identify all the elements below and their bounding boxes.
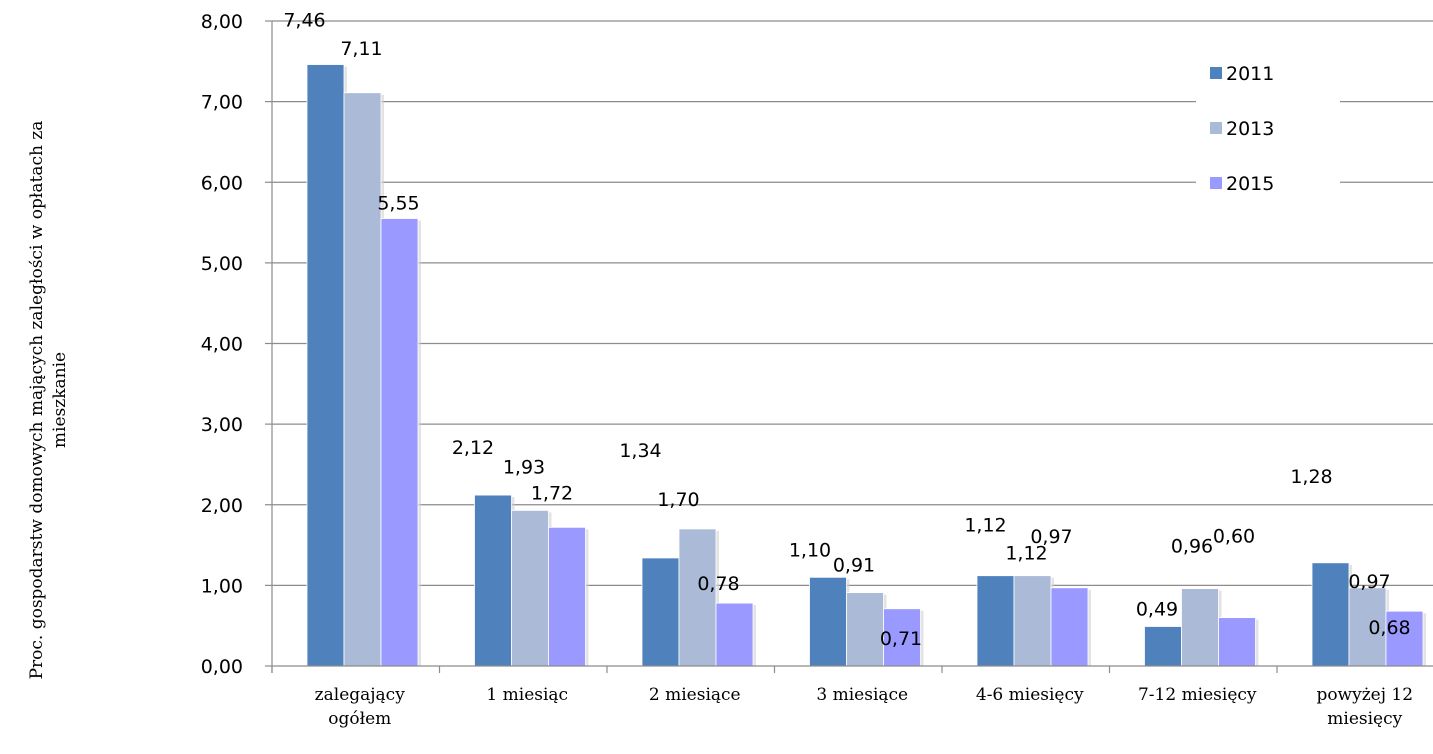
bar-2011 [1311,562,1350,667]
y-tick-label: 6,00 [201,172,243,194]
y-tick-label: 7,00 [201,92,243,114]
category-label: 2 miesiące [649,685,741,705]
data-labels: 7,46 7,11 5,55 2,12 1,93 1,72 1,34 1,70 0,78 1,10… [283,10,1410,650]
data-label: 7,11 [340,38,382,60]
bar-2013 [1181,588,1219,667]
legend-swatch [1210,122,1222,134]
data-label: 1,72 [531,482,573,504]
data-label: 1,12 [1005,543,1047,565]
legend-swatch [1210,67,1222,79]
category-label: 1 miesiąc [486,685,568,705]
category-label: 7-12 miesięcy [1138,685,1257,705]
bar-2013 [343,92,382,667]
legend-label: 2011 [1226,63,1274,85]
y-tick-label: 1,00 [201,575,243,597]
legend-swatch [1210,177,1222,189]
x-axis: zalegający ogółem 1 miesiąc 2 miesiące 3 mie… [271,21,1433,729]
data-label: 1,28 [1290,466,1332,488]
data-label: 0,71 [880,628,922,650]
bar-2011 [1144,626,1182,667]
bar-2015 [548,526,586,667]
data-label: 0,97 [1348,571,1390,593]
data-label: 1,12 [964,515,1006,537]
bar-2013 [511,509,549,667]
legend: 2011 2013 2015 [1196,56,1340,206]
category-label: 4-6 miesięcy [976,685,1084,705]
data-label: 0,97 [1030,526,1072,548]
data-label: 1,70 [657,489,699,511]
data-label: 5,55 [377,193,419,215]
data-label: 0,78 [697,573,739,595]
bars [306,64,1426,667]
y-tick-label: 3,00 [201,414,243,436]
legend-label: 2013 [1226,118,1274,140]
y-axis-label-line: mieszkanie [50,352,70,448]
bar-2013 [678,528,717,667]
bar-2013 [1348,587,1387,667]
bar-2015 [715,602,754,667]
bar-2015 [883,608,921,667]
category-label: powyżej 12 [1316,685,1413,705]
bar-2013 [846,592,884,667]
bar-2015 [380,218,419,667]
y-tick-label: 4,00 [201,334,243,356]
category-label: zalegający [315,685,406,705]
data-label: 1,93 [503,456,545,478]
data-label: 0,68 [1368,617,1410,639]
data-label: 1,34 [619,440,661,462]
bar-2011 [641,557,680,667]
bar-2011 [976,575,1015,667]
y-axis-label: Proc. gospodarstw domowych mających zale… [27,121,70,680]
y-tick-label: 8,00 [201,11,243,33]
data-label: 2,12 [452,437,494,459]
bar-2015 [1218,617,1256,667]
bar-2011 [809,576,847,667]
data-label: 0,60 [1213,526,1255,548]
data-label: 0,96 [1171,536,1213,558]
y-tick-label: 2,00 [201,495,243,517]
legend-label: 2015 [1226,173,1274,195]
y-tick-label: 0,00 [201,656,243,678]
category-label: 3 miesiące [816,685,908,705]
bar-2013 [1013,575,1052,667]
y-tick-label: 5,00 [201,253,243,275]
bar-2011 [306,64,345,667]
bar-2015 [1050,587,1089,667]
y-axis-label-line: Proc. gospodarstw domowych mających zale… [27,121,47,680]
data-label: 7,46 [283,10,325,32]
y-axis-ticks: 0,00 1,00 2,00 3,00 4,00 5,00 6,00 7,00 8,00 [201,11,272,678]
data-label: 0,91 [833,555,875,577]
data-label: 1,10 [789,539,831,561]
bar-2011 [474,494,512,667]
category-label: ogółem [328,709,391,729]
gridlines [272,20,1433,586]
data-label: 0,49 [1136,598,1178,620]
category-label: miesięcy [1327,709,1402,729]
